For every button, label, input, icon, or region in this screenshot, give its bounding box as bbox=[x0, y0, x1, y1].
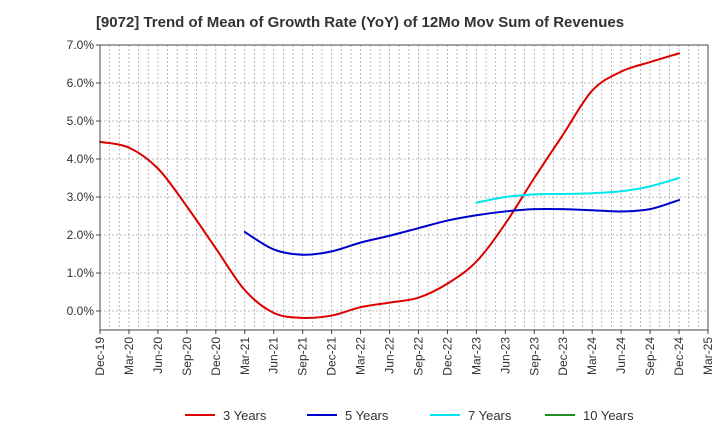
x-tick-label: Mar-20 bbox=[122, 337, 136, 375]
plot-area-border bbox=[99, 44, 709, 331]
legend-label-3-years: 3 Years bbox=[223, 408, 267, 423]
y-tick-label: 1.0% bbox=[67, 266, 95, 280]
x-tick-label: Mar-21 bbox=[238, 337, 252, 375]
y-tick-label: 2.0% bbox=[67, 228, 95, 242]
x-tick-label: Dec-22 bbox=[440, 337, 454, 376]
y-tick-label: 5.0% bbox=[67, 114, 95, 128]
x-tick-label: Sep-20 bbox=[180, 337, 194, 376]
x-tick-label: Sep-23 bbox=[527, 337, 541, 376]
x-tick-label: Jun-20 bbox=[151, 337, 165, 374]
y-tick-label: 4.0% bbox=[67, 152, 95, 166]
series-line-7-years bbox=[475, 177, 681, 204]
x-tick-label: Dec-19 bbox=[93, 337, 107, 376]
y-tick-label: 3.0% bbox=[67, 190, 95, 204]
y-tick-label: 0.0% bbox=[67, 304, 95, 318]
plot-area-background bbox=[100, 45, 708, 330]
x-tick-label: Sep-21 bbox=[296, 337, 310, 376]
x-tick-label: Jun-22 bbox=[383, 337, 397, 374]
legend-label-10-years: 10 Years bbox=[583, 408, 634, 423]
series-line-5-years bbox=[243, 199, 681, 256]
chart-title: [9072] Trend of Mean of Growth Rate (YoY… bbox=[95, 14, 625, 31]
x-tick-label: Dec-23 bbox=[556, 337, 570, 376]
x-tick-label: Mar-22 bbox=[354, 337, 368, 375]
x-tick-label: Sep-24 bbox=[643, 337, 657, 376]
x-axis: Dec-19 Mar-20 Jun-20 Sep-20 Dec-20 Mar-21 Jun-… bbox=[93, 330, 715, 376]
x-tick-label: Dec-20 bbox=[209, 337, 223, 376]
y-axis: 0.0% 1.0% 2.0% 3.0% 4.0% 5.0% 6.0% 7.0% bbox=[67, 38, 100, 318]
legend: 3 Years 5 Years 7 Years 10 Years bbox=[185, 408, 634, 423]
x-tick-label: Mar-25 bbox=[701, 337, 715, 375]
x-tick-label: Jun-21 bbox=[267, 337, 281, 374]
legend-label-5-years: 5 Years bbox=[345, 408, 389, 423]
y-tick-label: 6.0% bbox=[67, 76, 95, 90]
x-tick-label: Sep-22 bbox=[411, 337, 425, 376]
series-lines bbox=[99, 52, 681, 319]
y-tick-label: 7.0% bbox=[67, 38, 95, 52]
x-tick-label: Jun-24 bbox=[614, 337, 628, 374]
x-tick-label: Mar-24 bbox=[585, 337, 599, 375]
x-tick-label: Dec-21 bbox=[325, 337, 339, 376]
legend-label-7-years: 7 Years bbox=[468, 408, 512, 423]
x-tick-label: Jun-23 bbox=[498, 337, 512, 374]
series-line-3-years bbox=[99, 52, 681, 319]
x-tick-label: Mar-23 bbox=[469, 337, 483, 375]
x-tick-label: Dec-24 bbox=[672, 337, 686, 376]
